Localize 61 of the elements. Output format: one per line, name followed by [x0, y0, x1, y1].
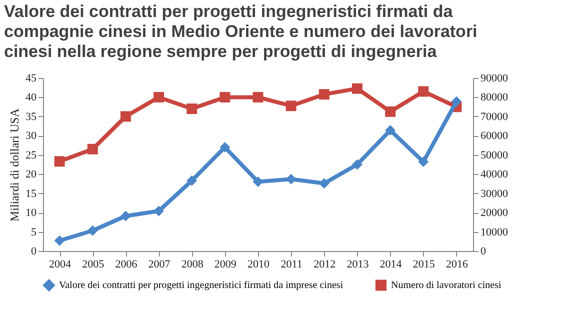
- y2-tick-label: 90000: [480, 72, 508, 84]
- x-tick-label: 2006: [115, 258, 138, 270]
- x-tick-label: 2007: [148, 258, 171, 270]
- x-tick-label: 2005: [82, 258, 105, 270]
- y2-tick-label: 30000: [480, 188, 508, 200]
- point: [418, 156, 429, 168]
- point: [385, 106, 396, 117]
- y2-tick-label: 10000: [480, 226, 508, 238]
- point: [186, 104, 198, 114]
- x-tick-label: 2010: [248, 258, 270, 270]
- y2-tick-label: 50000: [480, 149, 508, 162]
- y-tick-label: 5: [31, 226, 37, 238]
- point: [252, 176, 264, 188]
- y2-tick-label: 80000: [480, 92, 508, 104]
- x-tick-label: 2016: [446, 258, 468, 270]
- point: [154, 92, 164, 102]
- point: [385, 125, 396, 136]
- point: [352, 83, 362, 94]
- point: [352, 159, 362, 170]
- y-tick-label: 20: [26, 168, 37, 181]
- point: [186, 175, 198, 186]
- point: [451, 96, 462, 107]
- x-tick-label: 2013: [346, 258, 370, 270]
- point: [120, 210, 131, 222]
- y-axis-title: Miliardi di dollari USA: [8, 108, 22, 222]
- y2-tick-label: 60000: [480, 130, 508, 142]
- x-tick-label: 2015: [412, 258, 436, 270]
- y2-tick-label: 20000: [480, 207, 508, 220]
- point: [87, 225, 98, 236]
- point: [54, 235, 65, 246]
- point: [220, 142, 230, 152]
- legend-label: Numero di lavoratori cinesi: [391, 280, 502, 292]
- legend-label: Valore dei contratti per progetti ingegneristici firmati da imprese cinesi: [59, 280, 344, 292]
- point: [318, 89, 330, 100]
- x-tick-label: 2011: [280, 258, 302, 270]
- y2-tick-label: 40000: [480, 168, 508, 181]
- point: [220, 92, 230, 102]
- chart-title: Valore dei contratti per progetti ingegneristici firmati da compagnie cinesi in Medio Oriente e numero dei lavoratori cinesi nella regione sempre per progetti di ingegneria: [3, 1, 478, 62]
- x-tick-label: 2008: [181, 258, 204, 270]
- point: [318, 178, 330, 189]
- point: [120, 111, 131, 122]
- y-tick-label: 10: [26, 207, 37, 220]
- point: [154, 206, 164, 216]
- point: [54, 156, 65, 167]
- y2-tick-label: 0: [480, 246, 486, 258]
- y-tick-label: 15: [26, 188, 37, 200]
- point: [87, 144, 98, 154]
- x-tick-label: 2004: [49, 258, 72, 270]
- point: [252, 92, 264, 102]
- y-tick-label: 30: [26, 130, 37, 142]
- x-tick-label: 2014: [380, 258, 402, 270]
- y-tick-label: 0: [31, 246, 37, 258]
- y-tick-label: 25: [26, 149, 37, 162]
- point: [286, 100, 296, 112]
- x-tick-label: 2009: [214, 258, 237, 270]
- y-tick-label: 45: [26, 72, 37, 84]
- y-tick-label: 40: [26, 92, 37, 104]
- point: [418, 86, 429, 97]
- y-tick-label: 35: [26, 110, 37, 123]
- x-tick-label: 2012: [314, 258, 336, 270]
- y2-tick-label: 70000: [480, 110, 508, 123]
